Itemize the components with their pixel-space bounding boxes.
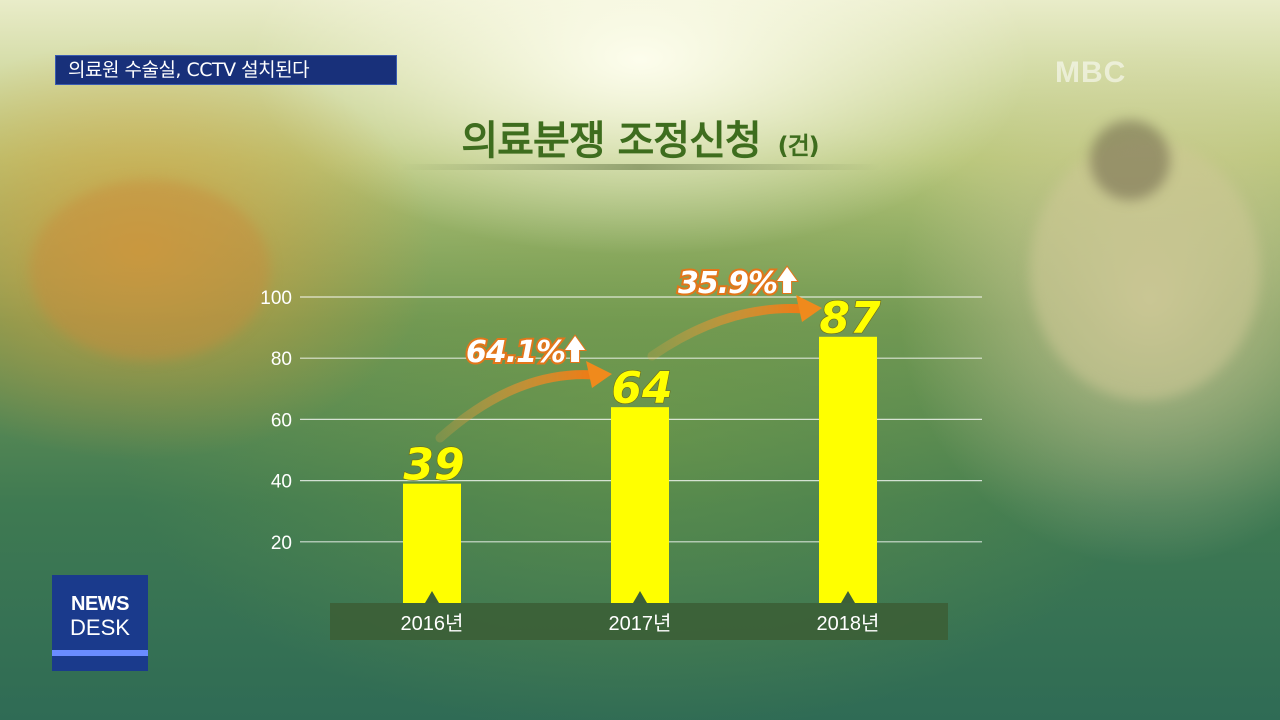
bar xyxy=(403,483,461,603)
bar-value-label: 87 xyxy=(819,293,881,344)
growth-rate-label: 64.1% xyxy=(466,335,565,370)
x-category-label: 2018년 xyxy=(817,612,880,635)
y-tick-label: 80 xyxy=(271,349,292,370)
y-axis-ticks: 20 40 60 80 100 xyxy=(260,288,292,554)
x-category-label: 2016년 xyxy=(401,612,464,635)
growth-arrow xyxy=(647,304,809,361)
bar-value-label: 39 xyxy=(403,440,464,491)
x-axis-band xyxy=(330,603,948,640)
y-tick-label: 40 xyxy=(271,472,292,493)
background-blob xyxy=(1090,120,1170,200)
bar xyxy=(611,407,669,603)
growth-rate-label: 35.9% xyxy=(678,266,777,301)
x-axis-labels: 2016년 2017년 2018년 xyxy=(401,612,880,635)
bar xyxy=(819,336,877,603)
bar-value-label: 64 xyxy=(611,363,672,414)
growth-arrow xyxy=(435,370,599,443)
background-blob xyxy=(30,180,270,360)
up-arrow-icon xyxy=(775,265,800,294)
logo-line-2: DESK xyxy=(70,615,130,640)
broadcaster-watermark: MBC xyxy=(1055,56,1127,89)
y-tick-label: 100 xyxy=(260,288,292,309)
logo-stripe xyxy=(52,650,148,656)
newsdesk-logo: NEWS DESK xyxy=(52,575,148,671)
chart-title-text: 의료분쟁 조정신청 xyxy=(461,118,761,164)
chart-unit: (건) xyxy=(777,132,820,160)
bar-notch xyxy=(425,591,439,603)
bars xyxy=(403,336,877,603)
chart-title: 의료분쟁 조정신청 (건) xyxy=(0,108,1280,166)
title-underline xyxy=(400,164,880,170)
bar-notch xyxy=(633,591,647,603)
background-blob xyxy=(1030,140,1260,400)
x-category-label: 2017년 xyxy=(609,612,672,635)
logo-line-1: NEWS xyxy=(71,593,130,615)
growth-arrow-head xyxy=(586,361,612,388)
data-labels: 39 64 87 xyxy=(403,292,882,491)
y-tick-label: 20 xyxy=(271,533,292,554)
up-arrow-icon xyxy=(563,334,588,363)
growth-arrow-head xyxy=(796,295,822,322)
growth-annotations: 64.1% 35.9% xyxy=(435,264,822,443)
y-tick-label: 60 xyxy=(271,410,292,431)
news-caption: 의료원 수술실, CCTV 설치된다 xyxy=(55,55,397,85)
bar-notch xyxy=(841,591,855,603)
